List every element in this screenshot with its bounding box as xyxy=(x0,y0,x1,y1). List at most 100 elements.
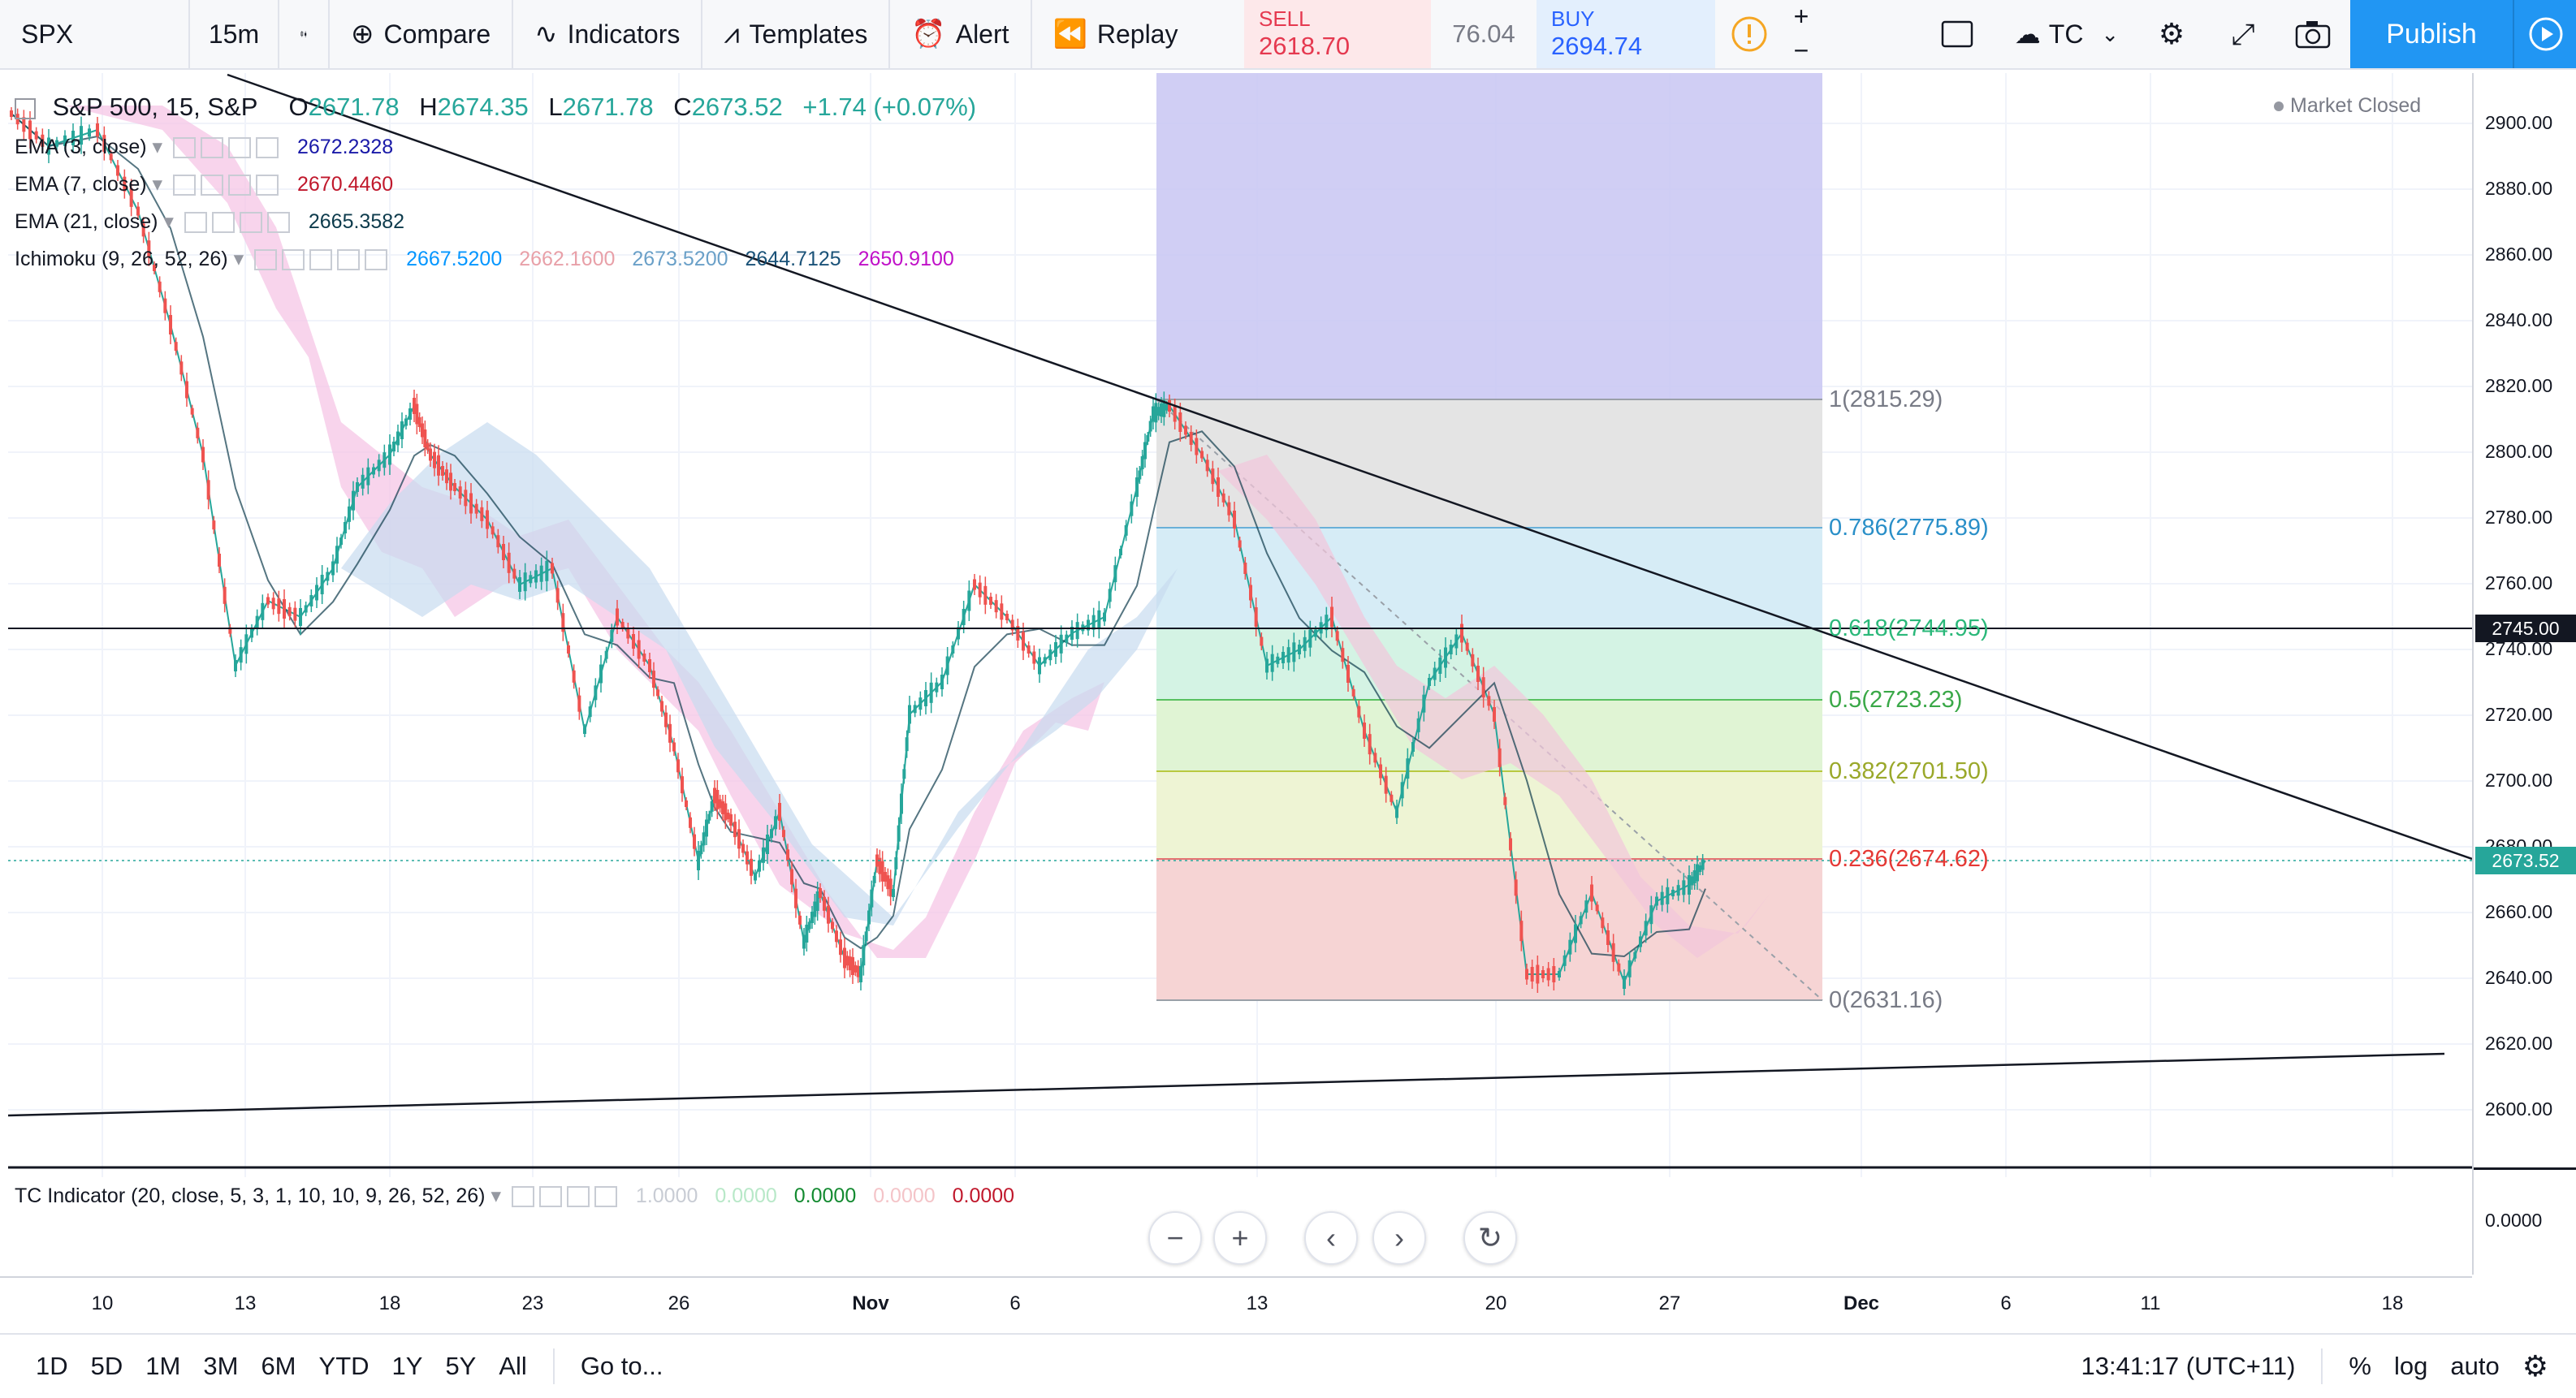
add-icon[interactable] xyxy=(337,249,361,271)
legend-tc-indicator[interactable]: TC Indicator (20, close, 5, 3, 1, 10, 10… xyxy=(15,1184,1014,1208)
info-button[interactable] xyxy=(1725,0,1774,68)
scroll-left-button[interactable]: ‹ xyxy=(1304,1211,1358,1265)
buy-button[interactable]: BUY 2694.74 xyxy=(1537,0,1715,68)
visibility-toggle-icon[interactable] xyxy=(511,1186,534,1208)
visibility-toggle-icon[interactable] xyxy=(173,137,197,159)
legend-ema-21[interactable]: EMA (21, close) ▾ 2665.3582 xyxy=(15,209,404,234)
candle-body xyxy=(672,742,676,752)
interval-button[interactable]: 15m xyxy=(190,0,279,68)
range-1d[interactable]: 1D xyxy=(36,1352,68,1380)
scroll-right-button[interactable]: › xyxy=(1372,1211,1426,1265)
dropdown-caret-icon[interactable]: ▾ xyxy=(491,1184,502,1207)
candle-body xyxy=(1465,642,1469,651)
add-icon[interactable] xyxy=(239,212,262,234)
visibility-toggle-icon[interactable] xyxy=(184,212,207,234)
add-icon[interactable] xyxy=(228,175,252,196)
descending-trendline[interactable] xyxy=(227,73,2472,861)
fib-label-382: 0.382(2701.50) xyxy=(1829,758,1989,784)
publish-play-button[interactable] xyxy=(2513,0,2576,68)
snapshot-button[interactable] xyxy=(2289,0,2337,68)
clock[interactable]: 13:41:17 (UTC+11) xyxy=(2081,1352,2296,1380)
collapse-icon[interactable] xyxy=(15,97,36,119)
candle-body xyxy=(1519,921,1524,942)
legend-ema-7[interactable]: EMA (7, close) ▾ 2670.4460 xyxy=(15,172,393,196)
zoom-out-chart-button[interactable]: − xyxy=(1148,1211,1202,1265)
remove-icon[interactable] xyxy=(365,249,388,271)
remove-icon[interactable] xyxy=(256,137,279,159)
scale-settings-button[interactable]: ⚙ xyxy=(2511,1349,2560,1383)
publish-button[interactable]: Publish xyxy=(2350,0,2513,68)
candle-body xyxy=(1140,456,1144,469)
candle-body xyxy=(1384,775,1388,794)
add-icon[interactable] xyxy=(228,137,252,159)
zoom-out-button[interactable]: − xyxy=(1793,35,1809,65)
status-dot-icon xyxy=(2274,101,2284,112)
zoom-in-chart-button[interactable]: + xyxy=(1213,1211,1267,1265)
candle-body xyxy=(726,813,730,819)
settings-button[interactable]: ⚙ xyxy=(2147,0,2196,68)
symbol-search[interactable]: SPX xyxy=(0,0,190,68)
remove-icon[interactable] xyxy=(594,1186,617,1208)
range-1m[interactable]: 1M xyxy=(145,1352,181,1380)
legend-ema-3[interactable]: EMA (3, close) ▾ 2672.2328 xyxy=(15,135,393,159)
candle-body xyxy=(794,888,797,908)
candle-body xyxy=(255,615,259,629)
log-scale-button[interactable]: log xyxy=(2394,1352,2428,1380)
range-1y[interactable]: 1Y xyxy=(391,1352,423,1380)
divider xyxy=(2321,1348,2323,1384)
auto-scale-button[interactable]: auto xyxy=(2450,1352,2500,1380)
source-icon[interactable] xyxy=(566,1186,590,1208)
range-6m[interactable]: 6M xyxy=(261,1352,296,1380)
indicators-button[interactable]: ∿ Indicators xyxy=(513,0,703,68)
zoom-in-button[interactable]: + xyxy=(1793,1,1809,31)
ascending-trendline[interactable] xyxy=(8,1052,2445,1117)
range-5d[interactable]: 5D xyxy=(90,1352,123,1380)
candle-body xyxy=(924,690,927,706)
candle-body xyxy=(681,776,684,794)
legend-ichimoku[interactable]: Ichimoku (9, 26, 52, 26) ▾ 2667.5200 266… xyxy=(15,247,954,271)
settings-icon[interactable] xyxy=(538,1186,562,1208)
range-3m[interactable]: 3M xyxy=(203,1352,239,1380)
remove-icon[interactable] xyxy=(256,175,279,196)
layout-menu-button[interactable]: ☁ TC ⌄ xyxy=(1998,0,2136,68)
candle-body xyxy=(34,131,38,140)
fib-retracement[interactable] xyxy=(1156,73,1823,1001)
candle-body xyxy=(699,845,703,855)
remove-icon[interactable] xyxy=(266,212,290,234)
range-5y[interactable]: 5Y xyxy=(445,1352,477,1380)
sell-button[interactable]: SELL 2618.70 xyxy=(1244,0,1431,68)
dropdown-caret-icon[interactable]: ▾ xyxy=(233,248,244,270)
goto-button[interactable]: Go to... xyxy=(580,1352,663,1380)
fullscreen-button[interactable]: ⤢ xyxy=(2219,0,2267,68)
candle-body xyxy=(555,588,560,603)
range-ytd[interactable]: YTD xyxy=(318,1352,370,1380)
candle-body xyxy=(588,706,592,718)
replay-button[interactable]: ⏪ Replay xyxy=(1032,0,1199,68)
settings-icon[interactable] xyxy=(201,175,224,196)
percent-scale-button[interactable]: % xyxy=(2349,1352,2371,1380)
dropdown-caret-icon[interactable]: ▾ xyxy=(152,136,163,158)
visibility-toggle-icon[interactable] xyxy=(254,249,278,271)
compare-button[interactable]: ⊕ Compare xyxy=(330,0,514,68)
time-axis[interactable]: 10 13 18 23 26 Nov 6 13 20 27 Dec 6 11 1… xyxy=(0,1276,2472,1335)
price-chart[interactable] xyxy=(8,73,2472,1177)
main-series-legend[interactable]: S&P 500, 15, S&P O2671.78 H2674.35 L2671… xyxy=(15,93,976,122)
alert-button[interactable]: ⏰ Alert xyxy=(890,0,1032,68)
settings-icon[interactable] xyxy=(201,137,224,159)
candle-body xyxy=(583,727,586,734)
price-axis[interactable]: 2900.00 2880.00 2860.00 2840.00 2820.00 … xyxy=(2472,73,2576,1275)
chart-type-button[interactable] xyxy=(279,0,330,68)
candle-body xyxy=(453,483,456,491)
tc-value-4: 0.0000 xyxy=(873,1184,936,1207)
reset-chart-button[interactable]: ↻ xyxy=(1463,1211,1517,1265)
range-all[interactable]: All xyxy=(499,1352,527,1380)
dropdown-caret-icon[interactable]: ▾ xyxy=(152,173,163,196)
settings-icon[interactable] xyxy=(282,249,305,271)
settings-icon[interactable] xyxy=(211,212,235,234)
candle-body xyxy=(864,931,868,942)
fullscreen-box-button[interactable] xyxy=(1933,0,1982,68)
source-icon[interactable] xyxy=(309,249,333,271)
templates-button[interactable]: ⩘ Templates xyxy=(702,0,891,68)
dropdown-caret-icon[interactable]: ▾ xyxy=(163,210,174,233)
visibility-toggle-icon[interactable] xyxy=(173,175,197,196)
